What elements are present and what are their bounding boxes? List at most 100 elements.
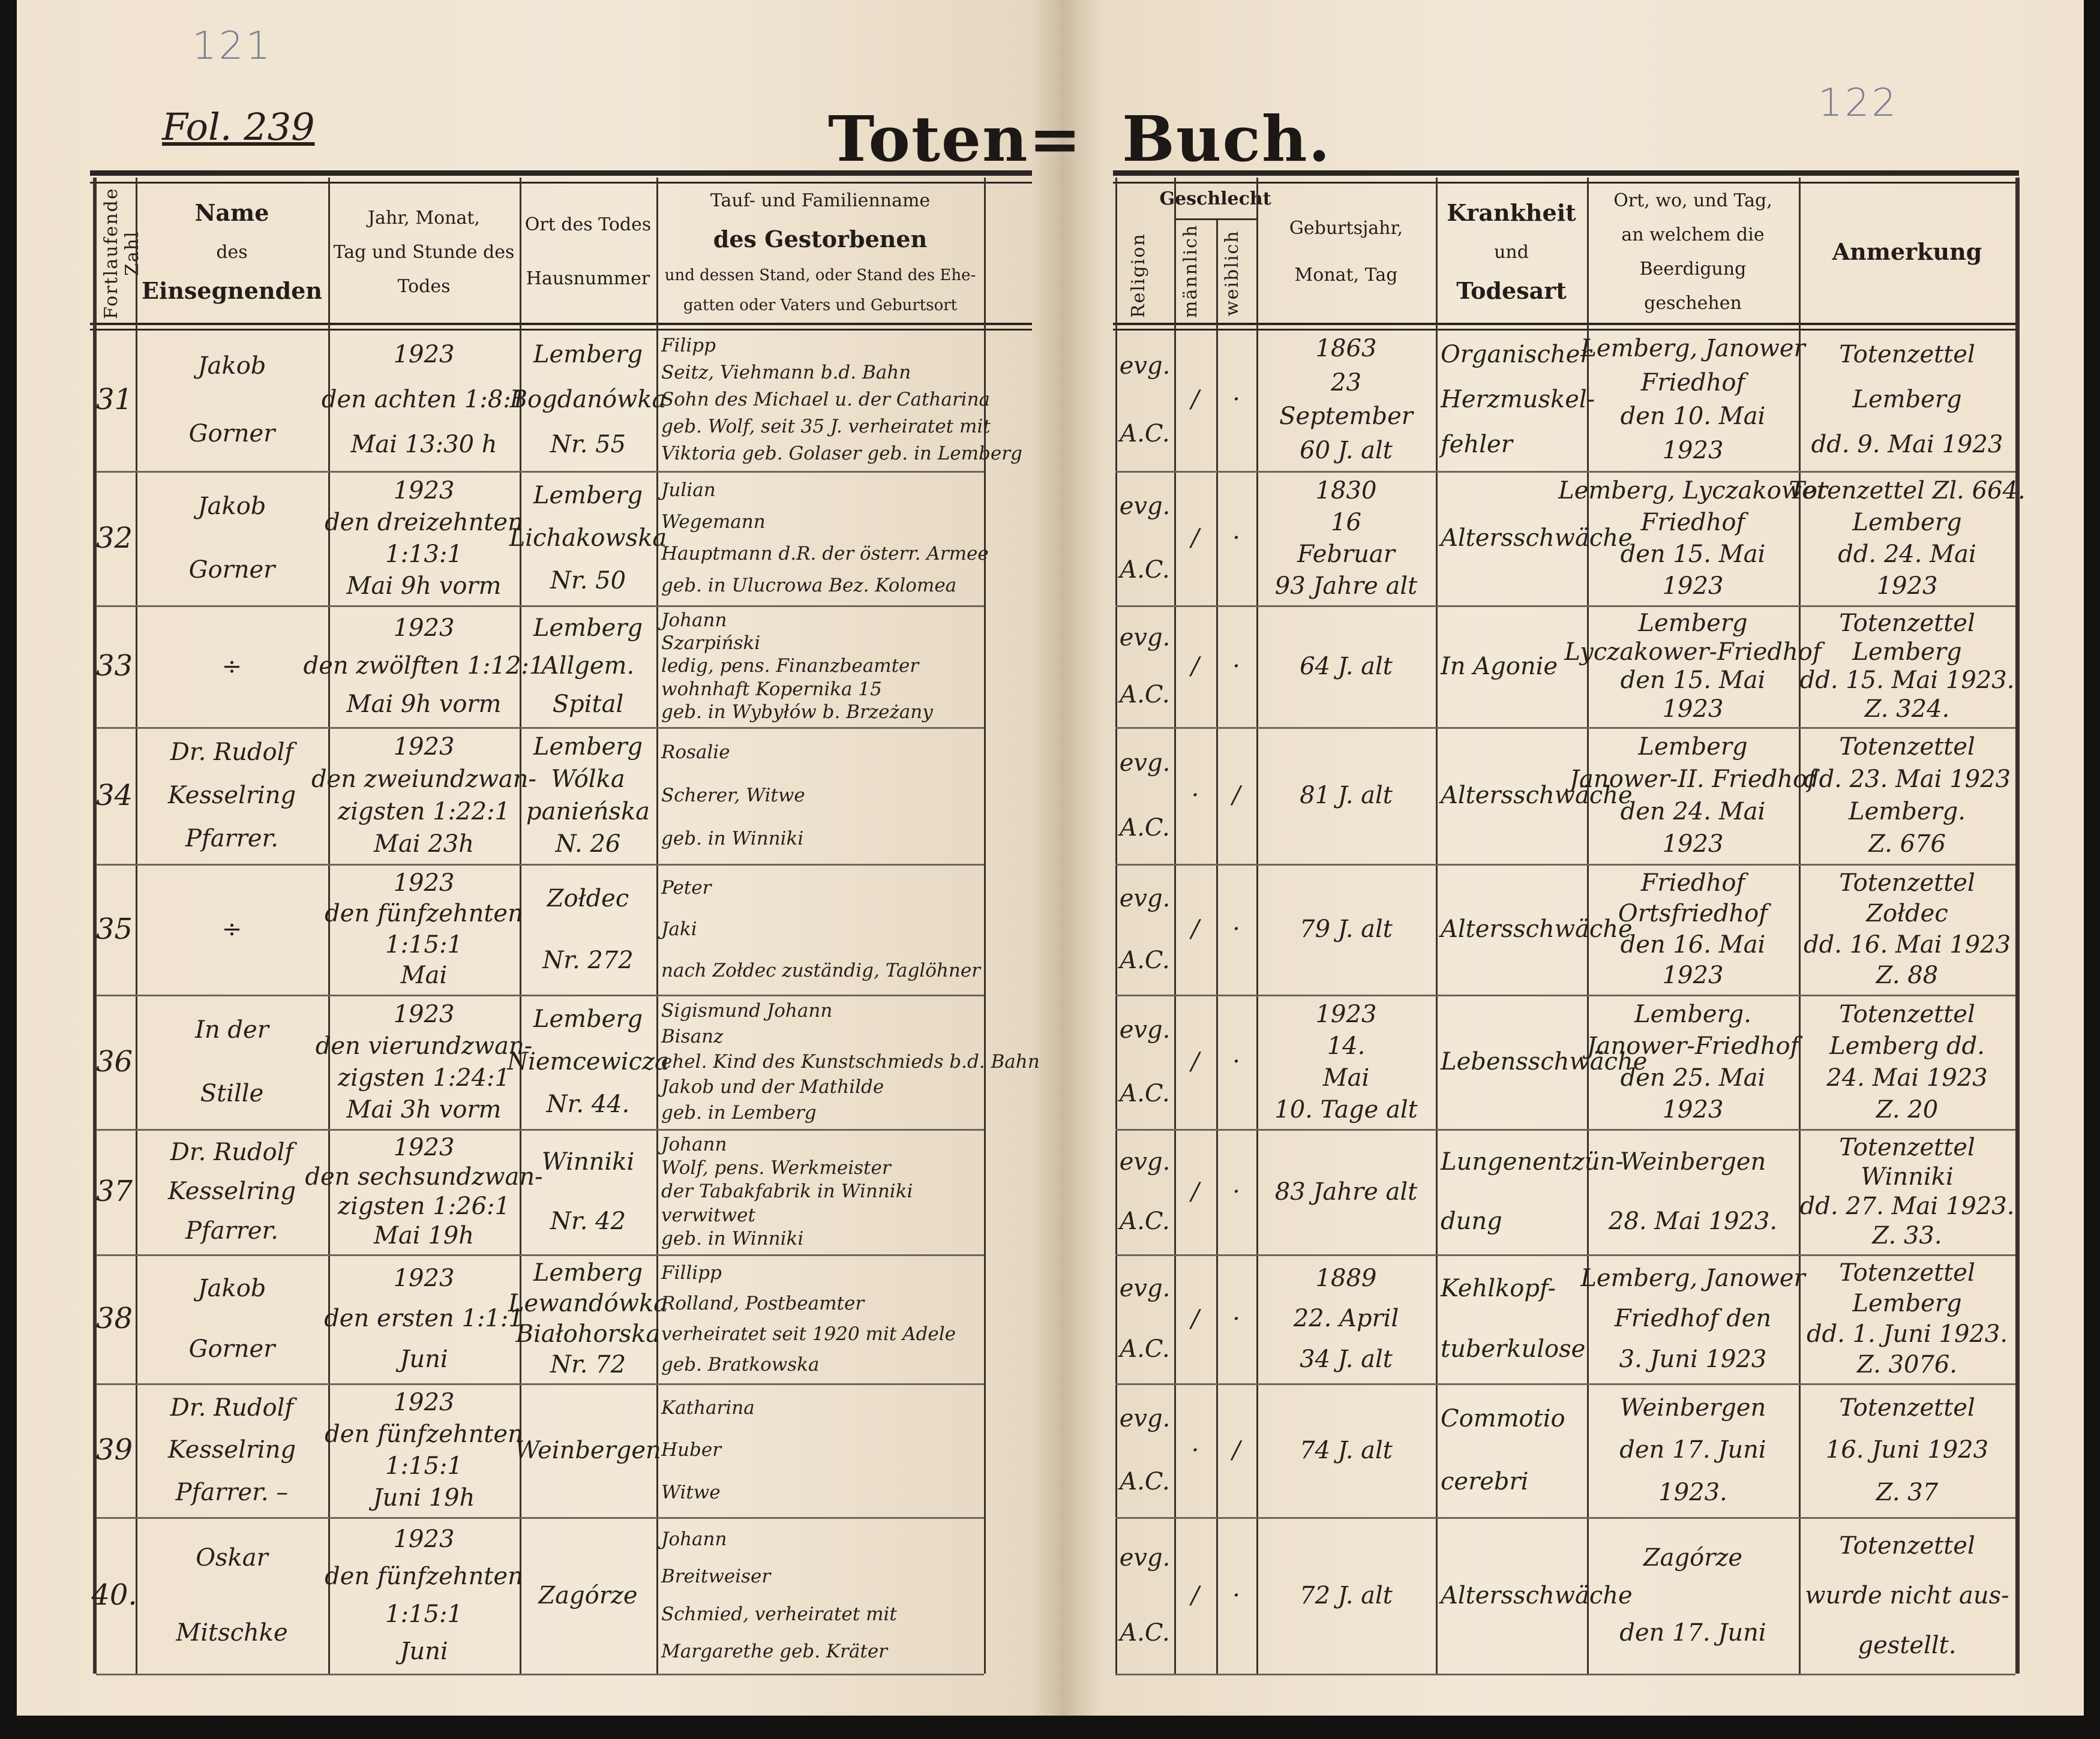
religion-line: A.C. (1120, 419, 1170, 447)
entry-officiant: Jakob Gorner (136, 471, 328, 605)
column-rule (1174, 178, 1176, 1674)
date-line: den sechsundzwan- (305, 1163, 543, 1191)
entry-birth: 1889 22. April 34 J. alt (1256, 1254, 1436, 1383)
deceased-line: Wegemann (661, 511, 766, 533)
entry-religion: evg. A.C. (1115, 328, 1174, 471)
entry-burial: Zagórze den 17. Juni (1587, 1517, 1799, 1674)
date-line: Mai (400, 962, 448, 990)
entry-male: / (1174, 1129, 1216, 1254)
row-rule (1115, 995, 2015, 996)
burial-line: Weinbergen (1619, 1394, 1766, 1422)
deceased-line: nach Zołdec zuständig, Taglöhner (661, 959, 980, 981)
place-line: Lemberg (533, 733, 643, 761)
deceased-line: ehel. Kind des Kunstschmieds b.d. Bahn (661, 1050, 1040, 1073)
burial-line: Lyczakower-Friedhof (1564, 638, 1822, 666)
entry-birth: 64 J. alt (1256, 605, 1436, 727)
entry-officiant: Dr. Rudolf Kesselring Pfarrer. (136, 727, 328, 864)
number-value: 39 (95, 1433, 133, 1467)
entry-date: 1923 den dreizehnten 1:13:1 Mai 9h vorm (325, 471, 523, 605)
birth-line: 64 J. alt (1300, 652, 1393, 680)
row-rule (96, 471, 984, 473)
birth-line: 79 J. alt (1300, 915, 1393, 943)
officiant-line: Kesselring (167, 1178, 296, 1206)
entry-remarks: Totenzettel Lemberg dd. 9. Mai 1923 (1799, 328, 2015, 471)
entry-birth: 81 J. alt (1256, 727, 1436, 864)
column-rule (1436, 178, 1438, 1674)
religion-line: evg. (1119, 1404, 1171, 1432)
column-rule (656, 178, 658, 1674)
officiant-line: Stille (200, 1080, 264, 1107)
row-rule (96, 1517, 984, 1519)
entry-cause: Kehlkopf-tuberkulose (1436, 1254, 1587, 1383)
row-rule (96, 727, 984, 729)
religion-line: evg. (1119, 884, 1171, 912)
officiant-line: In der (195, 1016, 269, 1044)
page-number-left: 121 (192, 24, 273, 68)
deceased-line: Katharina (661, 1397, 755, 1419)
date-line: Juni (400, 1345, 448, 1374)
entry-remarks: Totenzettel dd. 23. Mai 1923 Lemberg. Z. 67… (1799, 727, 2015, 864)
header-deceased-l1: Tauf- und Familienname (710, 190, 931, 212)
place-line: N. 26 (555, 830, 621, 858)
header-birth: Geburtsjahr, Monat, Tag (1256, 180, 1436, 324)
place-line: Wólka (551, 765, 625, 793)
deceased-line: Jakob und der Mathilde (661, 1076, 884, 1098)
remarks-line: Z. 33. (1872, 1222, 1942, 1250)
religion-line: evg. (1119, 1016, 1171, 1044)
entry-number: 33 (93, 605, 136, 727)
place-line: Lemberg (533, 482, 643, 510)
religion-line: A.C. (1120, 814, 1170, 842)
burial-line: Janower-II. Friedhof (1570, 765, 1816, 793)
remarks-line: Totenzettel (1839, 869, 1975, 897)
burial-line: Lemberg (1638, 733, 1748, 761)
deceased-line: Breitweiser (661, 1566, 771, 1588)
cause-line: cerebri (1441, 1468, 1529, 1496)
entry-number: 35 (93, 864, 136, 995)
entry-male: · (1174, 1383, 1216, 1517)
date-line: den fünfzehnten (325, 1563, 523, 1591)
date-line: den achten 1:8:1 (321, 385, 527, 413)
header-religion: Religion (1128, 233, 1149, 318)
entry-date: 1923 den zweiundzwan-zigsten 1:22:1 Mai 23… (311, 727, 536, 864)
deceased-line: geb. in Lemberg (661, 1101, 817, 1124)
entry-number: 32 (93, 471, 136, 605)
place-line: Nr. 72 (550, 1350, 626, 1378)
number-value: 33 (95, 649, 133, 683)
entry-deceased: Johann Breitweiser Schmied, verheiratet mi… (656, 1517, 984, 1674)
entry-date: 1923 den ersten 1:1:1 Juni (324, 1254, 524, 1383)
remarks-line: Winniki (1861, 1163, 1954, 1191)
birth-line: 93 Jahre alt (1274, 572, 1418, 600)
entry-religion: evg. A.C. (1115, 471, 1174, 605)
row-rule (1115, 471, 2015, 473)
deceased-line: Peter (661, 877, 712, 899)
remarks-line: dd. 9. Mai 1923 (1811, 431, 2003, 459)
entry-number: 37 (93, 1129, 136, 1254)
header-officiant-l1: Name (194, 199, 269, 227)
burial-line: den 10. Mai (1620, 403, 1766, 431)
burial-line: 1923 (1662, 572, 1724, 600)
burial-line: Lemberg, Janower (1580, 335, 1805, 363)
entry-female: · (1216, 605, 1256, 727)
date-line: den zwölften 1:12:1 (303, 652, 545, 680)
entry-religion: evg. A.C. (1115, 1383, 1174, 1517)
page-number-right: 122 (1818, 81, 1899, 125)
remarks-line: Z. 88 (1876, 962, 1939, 990)
entry-remarks: Totenzettel Lemberg dd. 24. Mai 1923 Z. 20 (1799, 995, 2015, 1129)
entry-burial: Lemberg Lyczakower-Friedhof den 15. Mai 192… (1564, 605, 1821, 727)
entry-date: 1923 den fünfzehnten 1:15:1 Juni (325, 1517, 523, 1674)
date-line: 1923 (393, 733, 455, 761)
entry-burial: Weinbergen 28. Mai 1923. (1587, 1129, 1799, 1254)
entry-male: / (1174, 328, 1216, 471)
religion-line: evg. (1119, 1544, 1171, 1572)
place-line: panieńska (526, 798, 650, 825)
date-line: den fünfzehnten (325, 1420, 523, 1449)
birth-line: 23 (1331, 368, 1361, 397)
entry-male: / (1174, 995, 1216, 1129)
date-line: 1923 (393, 1525, 455, 1554)
column-rule (1216, 218, 1218, 1674)
number-value: 35 (95, 912, 133, 946)
officiant-line: Kesselring (167, 782, 296, 809)
entry-number: 40. (91, 1517, 137, 1674)
entry-place: Winniki Nr. 42 (520, 1129, 656, 1254)
row-rule (96, 864, 984, 866)
